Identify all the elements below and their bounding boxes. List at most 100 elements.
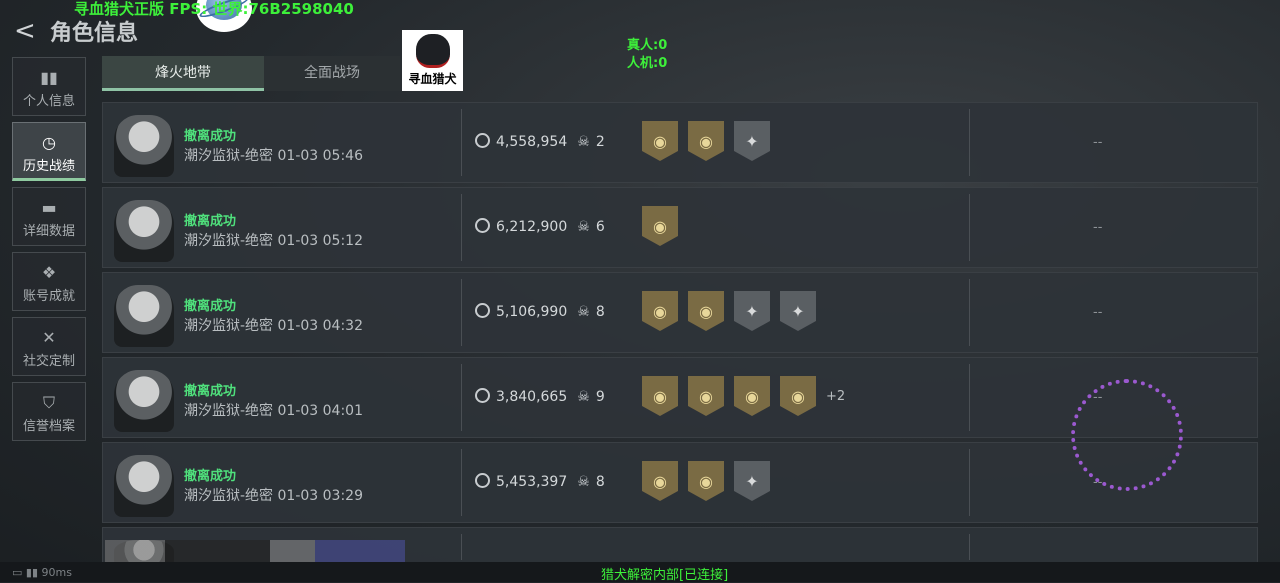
medals: ◉ ◉ ✦ bbox=[642, 121, 780, 161]
kills-value: 8 bbox=[595, 304, 605, 320]
bots-count: 人机:0 bbox=[627, 56, 668, 71]
table-row[interactable]: 撤离成功 潮汐监狱-绝密 01-03 04:32 5,106,990 ☠ 8 ◉ ◉ ✦… bbox=[102, 272, 1258, 353]
money-value: 6,212,900 bbox=[496, 219, 568, 235]
more-medals: +2 bbox=[826, 388, 846, 404]
result-value: -- bbox=[1093, 305, 1103, 320]
sidebar-item-label: 个人信息 bbox=[22, 94, 75, 109]
money-value: 5,106,990 bbox=[496, 304, 568, 320]
logo: 寻血猎犬 bbox=[402, 30, 463, 91]
tools-icon: ✕ bbox=[42, 328, 56, 347]
medal-icon: ✦ bbox=[734, 461, 770, 501]
medals: ◉ ◉ ✦ ✦ bbox=[642, 291, 826, 331]
avatar bbox=[114, 200, 174, 262]
network-status: ▭ ▮▮ 90ms bbox=[12, 566, 72, 579]
table-row[interactable]: 撤离成功 潮汐监狱-绝密 01-03 05:12 6,212,900 ☠ 6 ◉ -… bbox=[102, 187, 1258, 268]
skull-icon: ☠ bbox=[577, 134, 590, 150]
coin-icon bbox=[475, 133, 490, 148]
money: 3,840,665 ☠ 9 bbox=[475, 388, 605, 405]
medal-icon: ◉ bbox=[642, 376, 678, 416]
sidebar-item-2[interactable]: ▬ 详细数据 bbox=[12, 187, 86, 246]
match-meta: 潮汐监狱-绝密 01-03 03:29 bbox=[184, 488, 363, 504]
match-meta: 潮汐监狱-绝密 01-03 04:01 bbox=[184, 403, 363, 419]
kills-value: 6 bbox=[595, 219, 605, 235]
medal-icon: ◉ bbox=[780, 376, 816, 416]
money-value: 4,558,954 bbox=[496, 134, 568, 150]
skull-icon: ☠ bbox=[577, 304, 590, 320]
medal-icon: ✦ bbox=[780, 291, 816, 331]
medal-icon: ◉ bbox=[642, 121, 678, 161]
sidebar-item-label: 详细数据 bbox=[22, 224, 75, 239]
money: 5,106,990 ☠ 8 bbox=[475, 303, 605, 320]
sidebar-item-label: 账号成就 bbox=[22, 289, 75, 304]
status-text: 撤离成功 bbox=[184, 299, 237, 314]
ping: 90ms bbox=[41, 566, 72, 579]
kills-value: 2 bbox=[595, 134, 605, 150]
medal-icon: ◉ bbox=[688, 461, 724, 501]
skull-icon: ☠ bbox=[577, 389, 590, 405]
status-text: 撤离成功 bbox=[184, 469, 237, 484]
avatar bbox=[114, 115, 174, 177]
battery-icon: ▭ ▮▮ bbox=[12, 566, 42, 579]
sidebar-item-label: 历史战绩 bbox=[22, 159, 75, 174]
touch-indicator bbox=[1071, 379, 1183, 491]
avatar bbox=[114, 285, 174, 347]
status-text: 撤离成功 bbox=[184, 214, 237, 229]
table-row[interactable]: 撤离成功 潮汐监狱-绝密 01-03 05:46 4,558,954 ☠ 2 ◉ ◉ ✦… bbox=[102, 102, 1258, 183]
money-value: 3,840,665 bbox=[496, 389, 568, 405]
status-text: 撤离成功 bbox=[184, 384, 237, 399]
coin-icon bbox=[475, 388, 490, 403]
back-button[interactable]: < bbox=[14, 16, 36, 46]
money-value: 5,453,397 bbox=[496, 474, 568, 490]
coin-icon bbox=[475, 473, 490, 488]
medals: ◉ ◉ ◉ ◉ +2 bbox=[642, 376, 845, 416]
match-meta: 潮汐监狱-绝密 01-03 04:32 bbox=[184, 318, 363, 334]
medal-icon: ◉ bbox=[642, 206, 678, 246]
sidebar-item-label: 信誉档案 bbox=[22, 419, 75, 434]
match-meta: 潮汐监狱-绝密 01-03 05:46 bbox=[184, 148, 363, 164]
result-value: -- bbox=[1093, 135, 1103, 150]
avatar bbox=[114, 370, 174, 432]
kills-value: 9 bbox=[595, 389, 605, 405]
real-players-count: 真人:0 bbox=[627, 38, 668, 53]
dog-icon bbox=[415, 34, 450, 68]
bar-chart-icon: ▮▮ bbox=[40, 68, 58, 87]
medal-icon: ◉ bbox=[688, 376, 724, 416]
medals: ◉ bbox=[642, 206, 688, 246]
medal-icon: ◉ bbox=[734, 376, 770, 416]
match-meta: 潮汐监狱-绝密 01-03 05:12 bbox=[184, 233, 363, 249]
medal-icon: ◉ bbox=[688, 121, 724, 161]
table-row[interactable]: 撤离成功 潮汐监狱-绝密 01-03 04:01 3,840,665 ☠ 9 ◉ ◉ ◉… bbox=[102, 357, 1258, 438]
medal-icon: ✦ bbox=[734, 291, 770, 331]
money: 5,453,397 ☠ 8 bbox=[475, 473, 605, 490]
tab-fenghuo[interactable]: 烽火地带 bbox=[102, 56, 264, 91]
skull-icon: ☠ bbox=[577, 219, 590, 235]
status-bar bbox=[0, 562, 1280, 582]
coin-icon bbox=[475, 303, 490, 318]
table-row[interactable]: 撤离成功 潮汐监狱-绝密 01-03 03:29 5,453,397 ☠ 8 ◉ ◉ ✦… bbox=[102, 442, 1258, 523]
achievement-icon: ❖ bbox=[41, 263, 57, 282]
tab-quanmian[interactable]: 全面战场 bbox=[264, 56, 400, 91]
result-value: -- bbox=[1093, 220, 1103, 235]
status-text: 撤离成功 bbox=[184, 129, 237, 144]
sidebar-item-0[interactable]: ▮▮ 个人信息 bbox=[12, 57, 86, 116]
shield-icon: ⛉ bbox=[42, 393, 55, 412]
sidebar-item-4[interactable]: ✕ 社交定制 bbox=[12, 317, 86, 376]
coin-icon bbox=[475, 218, 490, 233]
money: 6,212,900 ☠ 6 bbox=[475, 218, 605, 235]
medal-icon: ◉ bbox=[642, 291, 678, 331]
avatar bbox=[114, 455, 174, 517]
medals: ◉ ◉ ✦ bbox=[642, 461, 780, 501]
player-counts: 真人:0 人机:0 bbox=[627, 37, 667, 73]
money: 4,558,954 ☠ 2 bbox=[475, 133, 605, 150]
kills-value: 8 bbox=[595, 474, 605, 490]
connection-status: 猎犬解密内部[已连接] bbox=[601, 568, 729, 583]
page-title: 角色信息 bbox=[50, 21, 139, 46]
sidebar-item-5[interactable]: ⛉ 信誉档案 bbox=[12, 382, 86, 441]
skull-icon: ☠ bbox=[577, 474, 590, 490]
folder-icon: ▬ bbox=[41, 198, 57, 217]
overlay-info: 寻血猎犬正版 FPS: 世界:76B2598040 bbox=[74, 0, 354, 18]
sidebar-item-1[interactable]: ◷ 历史战绩 bbox=[12, 122, 86, 181]
sidebar-item-3[interactable]: ❖ 账号成就 bbox=[12, 252, 86, 311]
logo-text: 寻血猎犬 bbox=[408, 72, 457, 86]
sidebar-item-label: 社交定制 bbox=[22, 354, 75, 369]
